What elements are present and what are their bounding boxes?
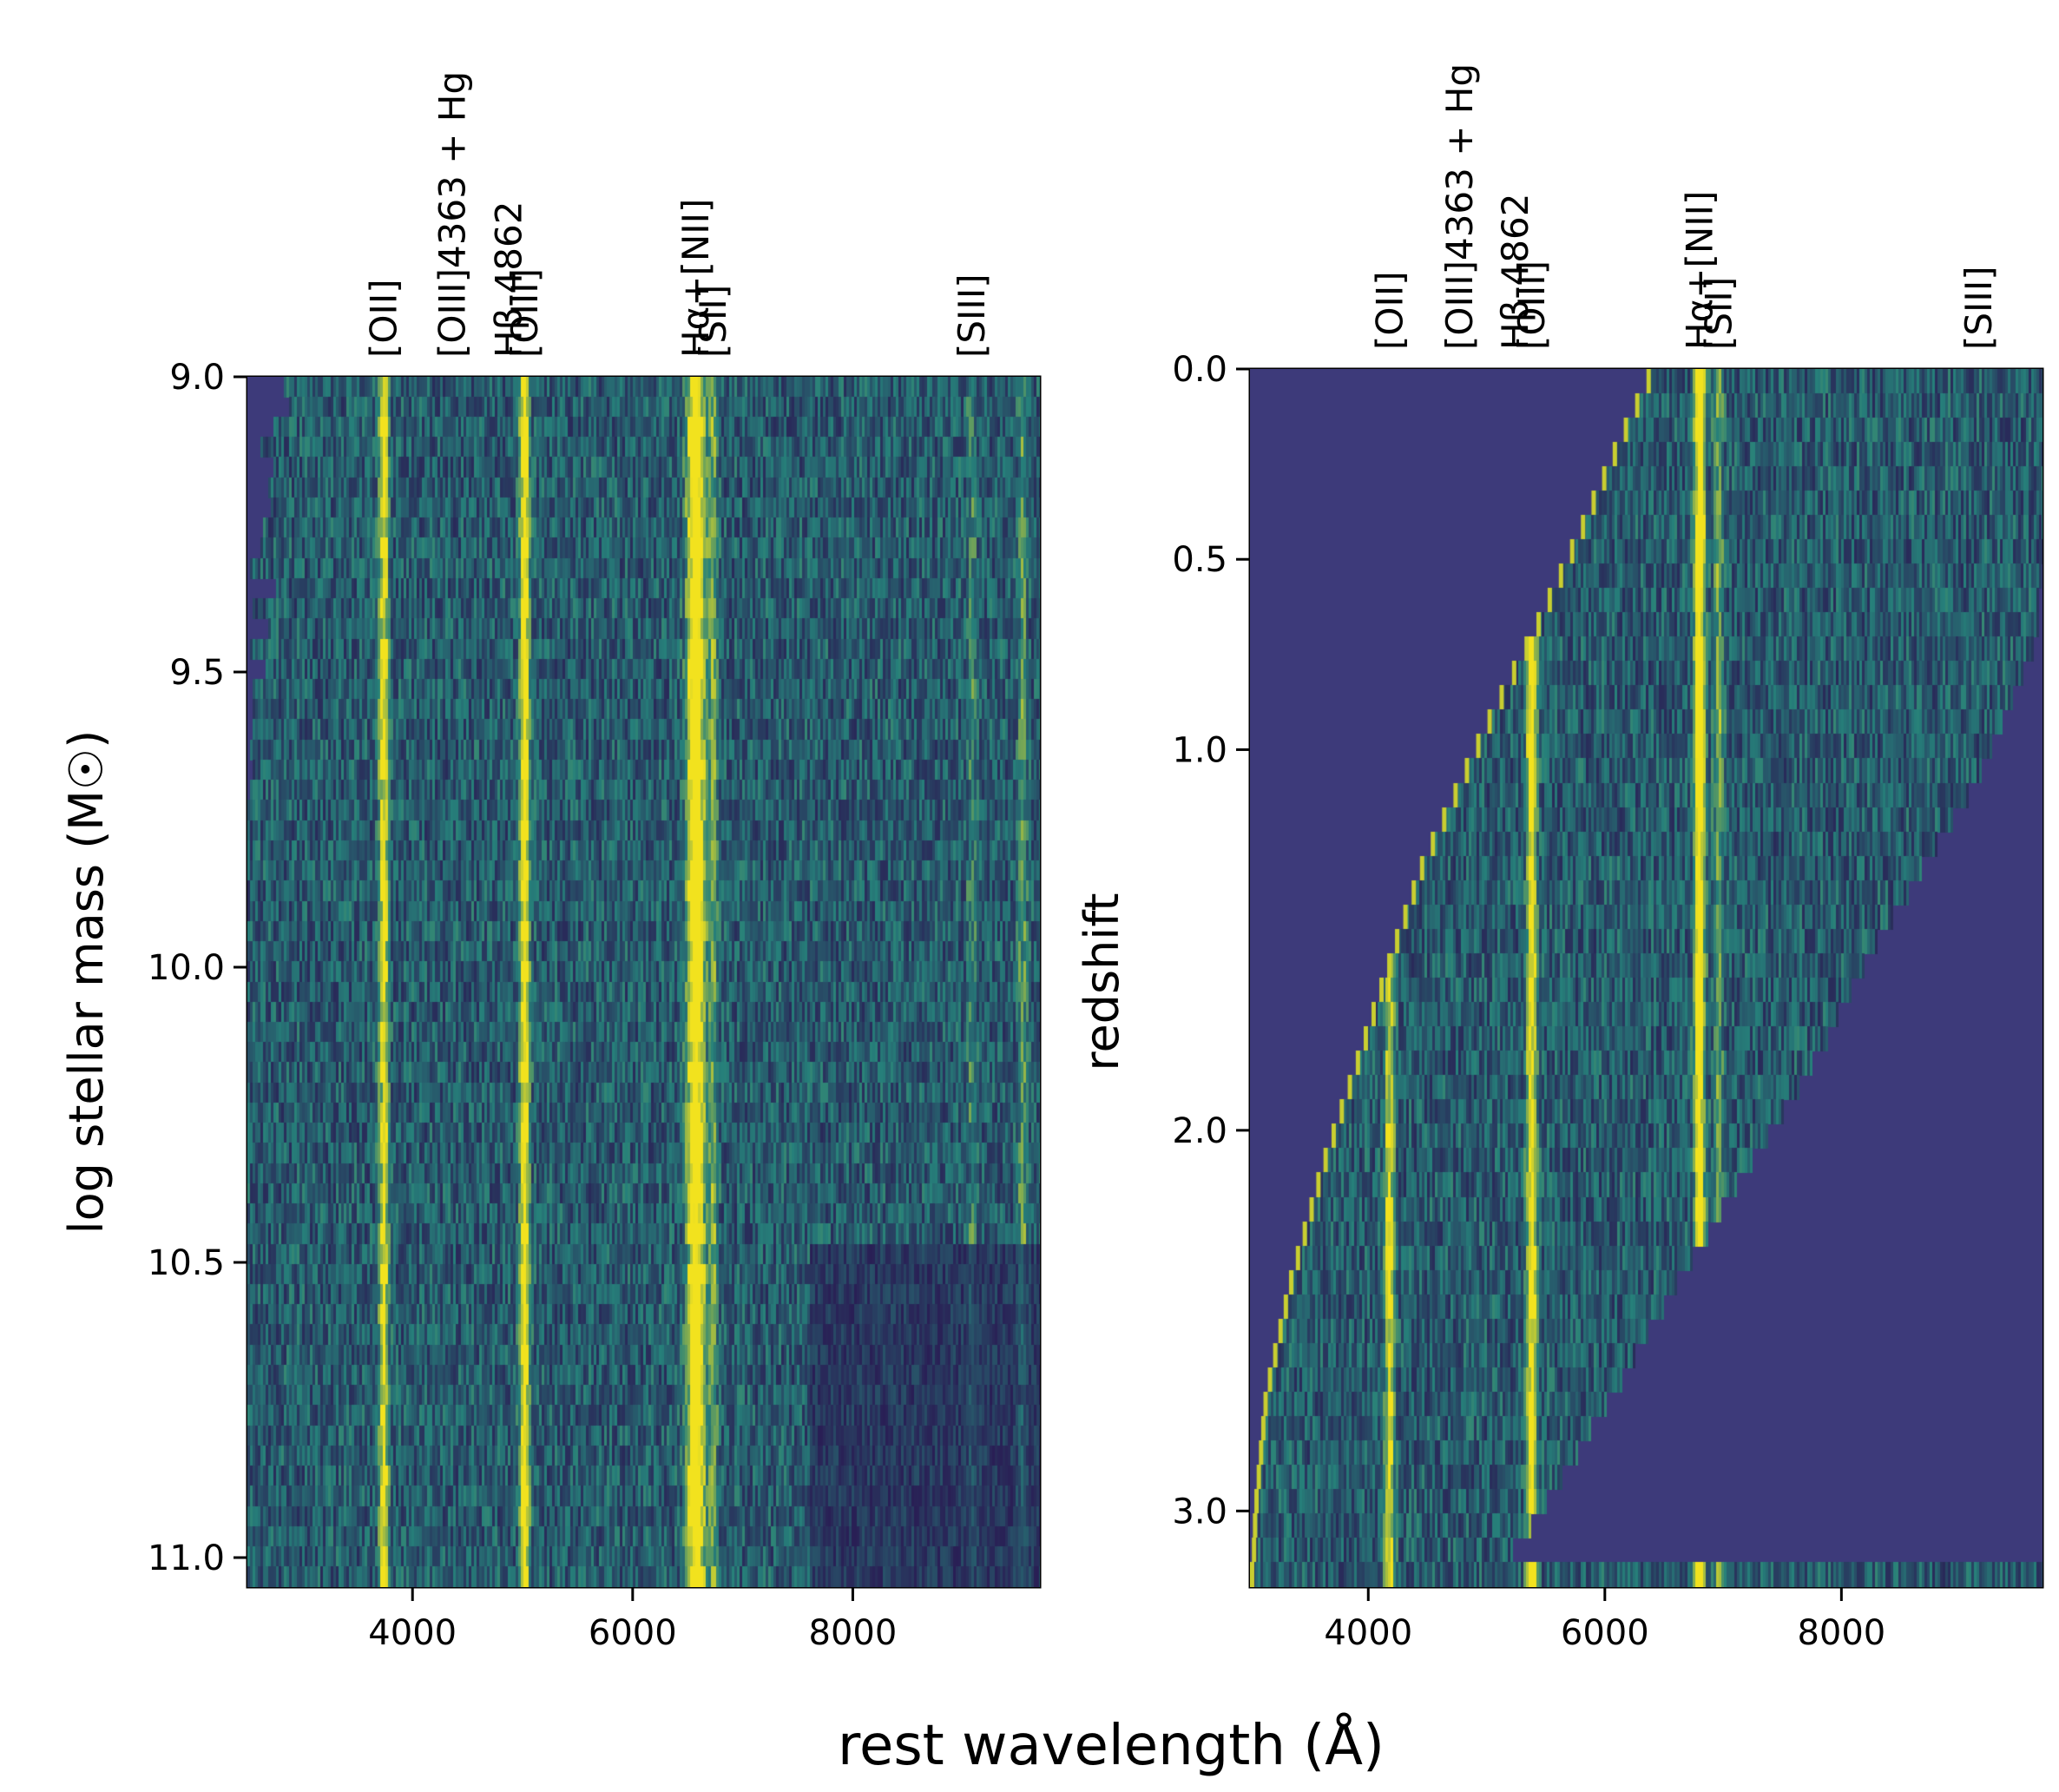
right-line-label-0: [OII] [1368, 271, 1411, 350]
right-ytick-label-4: 3.0 [1172, 1492, 1227, 1532]
right-line-labels: [OII] [OIII]4363 + Hg Hβ-4862[OIII] Hα+[NII… [1368, 63, 2000, 350]
left-ytick-label-0: 9.0 [169, 358, 225, 398]
left-line-label-2: Hβ-4862 [488, 201, 530, 358]
right-ytick-label-3: 2.0 [1172, 1111, 1227, 1151]
left-ylabel: log stellar mass (M☉) [59, 730, 114, 1235]
right-ylabel: redshift [1075, 893, 1129, 1071]
right-line-label-1: [OIII]4363 + Hg [1438, 63, 1481, 350]
right-line-label-5: [SII] [1697, 277, 1740, 350]
left-heatmap-canvas [247, 377, 1040, 1587]
right-ytick-label-2: 1.0 [1172, 730, 1227, 770]
left-ytick-label-1: 9.5 [169, 653, 225, 693]
right-x-ticks: 4000 6000 8000 [1324, 1587, 1885, 1653]
right-xtick-label-1: 6000 [1561, 1613, 1649, 1653]
left-x-ticks: 4000 6000 8000 [368, 1587, 897, 1653]
right-line-label-3: [OIII] [1510, 260, 1553, 350]
right-xtick-label-0: 4000 [1324, 1613, 1412, 1653]
right-heatmap-canvas [1250, 369, 2043, 1587]
left-line-label-6: [SIII] [951, 273, 993, 358]
left-line-label-3: [OIII] [503, 268, 546, 358]
right-y-ticks: 0.0 0.5 1.0 2.0 3.0 [1172, 350, 1250, 1532]
left-line-label-4: Hα+[NII] [674, 199, 717, 358]
right-line-label-4: Hα+[NII] [1678, 191, 1720, 350]
right-line-label-6: [SIII] [1957, 266, 2000, 350]
left-xtick-label-1: 6000 [589, 1613, 677, 1653]
left-ytick-label-3: 10.5 [148, 1243, 225, 1283]
right-ytick-label-1: 0.5 [1172, 540, 1227, 580]
left-line-label-1: [OIII]4363 + Hg [431, 71, 474, 358]
left-xtick-label-2: 8000 [809, 1613, 898, 1653]
left-heatmap-panel: 4000 6000 8000 9.09.510.010.511.0 [OII] [OI… [59, 71, 1042, 1653]
shared-xlabel: rest wavelength (Å) [838, 1712, 1385, 1778]
left-ytick-label-4: 11.0 [148, 1538, 225, 1578]
right-line-label-2: Hβ-4862 [1494, 194, 1536, 350]
left-xtick-label-0: 4000 [368, 1613, 457, 1653]
right-ytick-label-0: 0.0 [1172, 350, 1227, 390]
left-line-labels: [OII] [OIII]4363 + Hg Hβ-4862[OIII] Hα+[NII… [363, 71, 993, 358]
left-y-ticks: 9.0 9.5 10.0 10.5 11.0 [148, 358, 247, 1578]
left-line-label-5: [SII] [692, 285, 734, 358]
right-xtick-label-2: 8000 [1797, 1613, 1885, 1653]
left-line-label-0: [OII] [363, 279, 405, 358]
left-ytick-label-2: 10.0 [148, 948, 225, 988]
